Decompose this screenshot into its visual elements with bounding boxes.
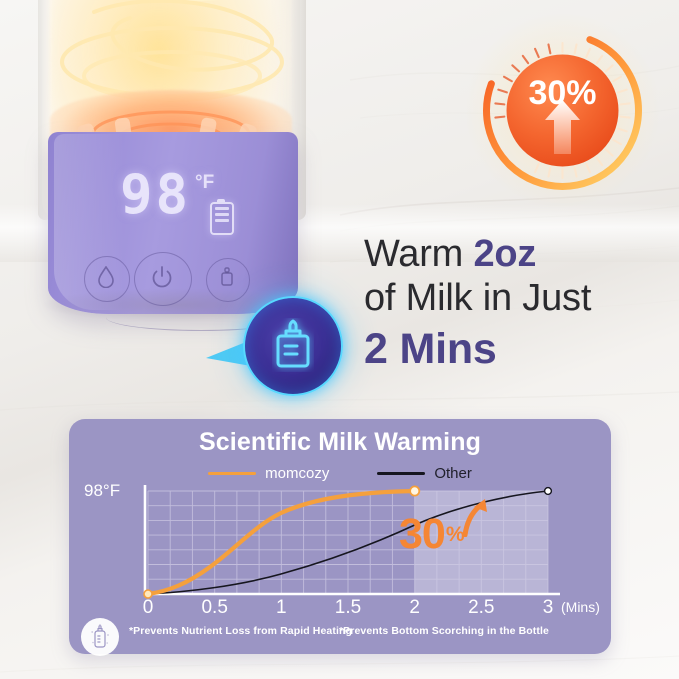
xtick-1.5: 1.5 <box>334 597 362 618</box>
xtick-0.5: 0.5 <box>201 597 228 618</box>
chart-endpoints <box>143 485 553 599</box>
bottle-mode-button[interactable] <box>206 258 250 302</box>
footnote-bottle-badge <box>81 618 119 656</box>
bottle-mode-icon <box>221 267 233 286</box>
xtick-2: 2 <box>409 597 420 618</box>
footnote-1: *Prevents Nutrient Loss from Rapid Heati… <box>129 625 352 637</box>
power-icon <box>152 266 172 288</box>
footnote-2: *Prevents Bottom Scorching in the Bottle <box>339 625 549 637</box>
battery-icon <box>210 199 234 235</box>
legend-label-momcozy: momcozy <box>265 465 330 482</box>
curved-up-arrow-icon <box>462 499 487 537</box>
bottle-warmer-device: 98 °F <box>32 0 310 400</box>
temperature-unit: °F <box>195 172 215 193</box>
control-button-row <box>76 252 296 331</box>
other-endpoint <box>543 486 553 496</box>
x-axis-unit-label: (Mins) <box>561 599 600 615</box>
annotation-percent: % <box>445 523 465 546</box>
headline-line-2: of Milk in Just <box>364 277 592 320</box>
y-axis-label: 98°F <box>84 481 121 500</box>
badge-progress-ring <box>483 31 642 190</box>
water-drop-button[interactable] <box>84 256 130 302</box>
baby-bottle-icon <box>91 624 109 648</box>
legend-swatch-other <box>377 471 426 476</box>
badge-tick-marks <box>494 41 631 180</box>
series-line-momcozy <box>148 491 415 594</box>
chart-title: Scientific Milk Warming <box>199 428 481 456</box>
legend-label-other: Other <box>434 465 472 482</box>
chart-annotation-group: 30 % <box>399 510 465 559</box>
headline: Warm 2oz of Milk in Just 2 Mins <box>364 232 664 374</box>
x-axis-tick-labels: 0 0.5 1 1.5 2 2.5 3 <box>69 597 611 619</box>
legend-item-other: Other <box>377 465 472 482</box>
base-contour-line <box>106 304 296 331</box>
temperature-value: 98 <box>120 163 192 226</box>
annotation-number: 30 <box>399 510 446 559</box>
xtick-1: 1 <box>276 597 287 618</box>
headline-2oz: 2oz <box>473 233 537 275</box>
up-arrow-icon <box>545 100 580 154</box>
legend-swatch-momcozy <box>208 471 257 476</box>
xtick-0: 0 <box>142 597 154 618</box>
xtick-2.5: 2.5 <box>468 597 495 618</box>
baby-bottle-icon <box>276 319 310 368</box>
momcozy-endpoint <box>409 485 421 497</box>
origin-point <box>143 589 153 599</box>
speed-badge: 30% <box>466 14 659 207</box>
water-drop-icon <box>98 266 114 288</box>
xtick-3: 3 <box>542 597 554 618</box>
headline-warm-text: Warm <box>364 233 474 275</box>
chart-legend: momcozy Other <box>69 465 611 482</box>
legend-item-momcozy: momcozy <box>208 465 329 482</box>
temperature-display: 98 °F <box>120 168 214 222</box>
chart-panel: Scientific Milk Warming momcozy Other 98… <box>69 419 611 656</box>
badge-value: 30% <box>528 74 597 112</box>
bottle-callout-bubble <box>243 296 343 396</box>
headline-line-3: 2 Mins <box>364 324 497 373</box>
headline-line-1: Warm 2oz <box>364 232 664 276</box>
